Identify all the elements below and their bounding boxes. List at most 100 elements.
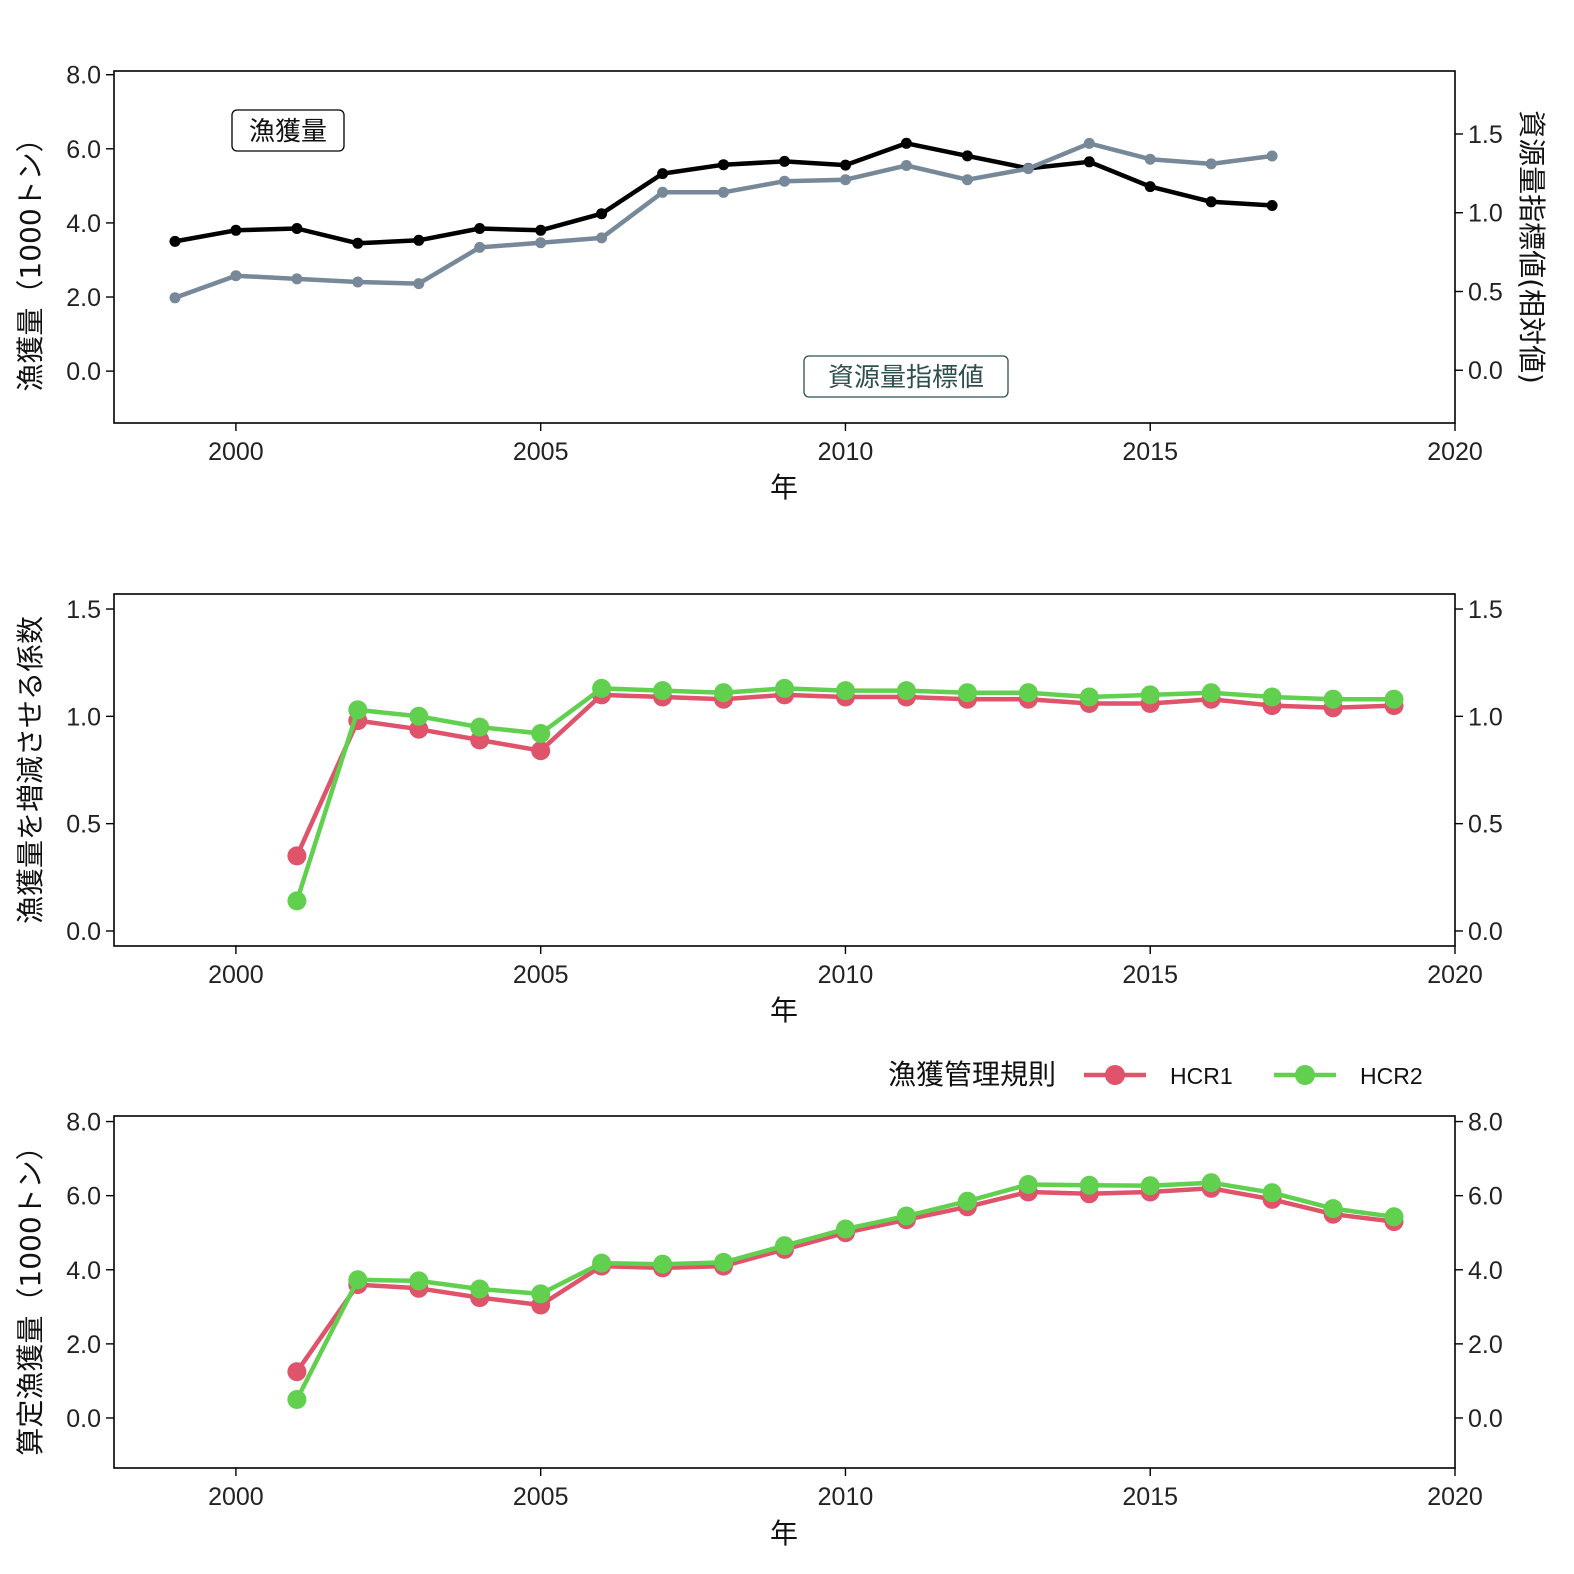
catch-annotation-text: 漁獲量 xyxy=(249,117,327,147)
data-point-hcr2 xyxy=(1384,1207,1404,1227)
data-point-index xyxy=(1144,153,1156,165)
data-point-catch xyxy=(596,208,608,220)
x-tick-label: 2010 xyxy=(818,1483,874,1511)
data-point-hcr2 xyxy=(287,1390,307,1409)
panel1-y-axis-title: 漁獲量（1000トン） xyxy=(14,124,47,391)
data-point-index xyxy=(779,175,790,187)
x-tick-label: 2015 xyxy=(1122,438,1178,466)
right-y-tick-label: 6.0 xyxy=(1468,1183,1503,1211)
data-point-hcr2 xyxy=(714,683,733,703)
data-point-index xyxy=(1083,137,1095,149)
right-y-tick-label: 1.5 xyxy=(1468,121,1503,149)
data-point-hcr2 xyxy=(1262,1183,1282,1203)
x-tick-label: 2000 xyxy=(208,1483,264,1511)
x-tick-label: 2020 xyxy=(1427,1483,1483,1511)
panel1-frame xyxy=(113,70,1456,424)
data-point-hcr2 xyxy=(1201,1173,1221,1193)
data-point-hcr2 xyxy=(1384,689,1404,709)
x-tick-label: 2015 xyxy=(1122,1483,1178,1511)
data-point-catch xyxy=(1144,181,1156,193)
data-point-index xyxy=(657,186,669,198)
panel2-x-axis-title: 年 xyxy=(770,994,798,1027)
data-point-catch xyxy=(657,168,669,180)
right-y-tick-label: 0.5 xyxy=(1468,811,1503,839)
legend-item-hcr1: HCR1 xyxy=(1084,1063,1233,1089)
y-tick-label: 2.0 xyxy=(66,284,101,312)
panel-coefficient: 2000 2005 2010 2015 2020 0.0 0.5 1.0 1.5 0.0 0.5 1.… xyxy=(14,593,1503,1027)
x-tick-label: 2000 xyxy=(208,438,264,466)
data-point-hcr2 xyxy=(836,681,855,701)
x-tick-label: 2015 xyxy=(1122,961,1178,989)
legend-hcr2-label: HCR2 xyxy=(1360,1063,1423,1089)
right-y-tick-label: 0.0 xyxy=(1468,357,1503,385)
panel1-y2-axis-title: 資源量指標値(相対値) xyxy=(1515,110,1548,384)
legend-hcr1-label: HCR1 xyxy=(1170,1063,1233,1089)
data-point-index xyxy=(900,160,912,171)
data-point-hcr2 xyxy=(1323,689,1343,709)
right-y-tick-label: 1.0 xyxy=(1468,200,1503,228)
data-point-catch xyxy=(169,235,181,247)
series-line-hcr1 xyxy=(295,1186,1395,1373)
series-line-hcr2 xyxy=(294,686,1394,902)
data-point-hcr2 xyxy=(1079,687,1099,707)
data-point-catch xyxy=(352,237,364,249)
legend-title: 漁獲管理規則 xyxy=(888,1058,1056,1091)
panel2-y-axis-title: 漁獲量を増減させる係数 xyxy=(14,616,47,924)
data-point-hcr2 xyxy=(348,1270,368,1290)
data-point-hcr2 xyxy=(1201,683,1221,703)
right-y-tick-label: 0.0 xyxy=(1468,918,1503,946)
data-point-catch xyxy=(474,223,486,234)
y-tick-label: 1.0 xyxy=(66,703,101,731)
x-tick-label: 2005 xyxy=(513,1483,569,1511)
y-tick-label: 8.0 xyxy=(66,1109,101,1137)
data-point-index xyxy=(718,186,729,198)
x-tick-label: 2010 xyxy=(818,438,874,466)
y-tick-label: 4.0 xyxy=(66,210,101,238)
catch-annotation-box xyxy=(231,109,345,152)
y-tick-label: 0.5 xyxy=(66,811,101,839)
catch-annotation: 漁獲量 xyxy=(231,109,345,152)
data-point-hcr2 xyxy=(409,1271,429,1291)
panel1-ticks: 2000 2005 2010 2015 2020 0.0 2.0 4.0 6.0 8.0 0.0 0.… xyxy=(66,62,1503,466)
data-point-index xyxy=(596,232,608,244)
data-point-catch xyxy=(413,234,425,246)
data-point-hcr2 xyxy=(348,700,368,720)
legend: 漁獲管理規則 HCR1 HCR2 xyxy=(888,1058,1423,1091)
data-point-index xyxy=(230,270,242,282)
right-y-tick-label: 1.0 xyxy=(1468,703,1503,731)
panel2-ticks: 2000 2005 2010 2015 2020 0.0 0.5 1.0 1.5 0.0 0.5 1.… xyxy=(66,596,1503,989)
data-point-catch xyxy=(1083,156,1095,168)
data-point-hcr2 xyxy=(1018,683,1038,703)
y-tick-label: 8.0 xyxy=(66,62,101,90)
panel2-series xyxy=(287,678,1404,911)
series-line-hcr1 xyxy=(294,692,1395,857)
data-point-catch xyxy=(718,159,729,171)
index-annotation-box xyxy=(803,355,1009,398)
x-tick-label: 2020 xyxy=(1427,438,1483,466)
data-point-catch xyxy=(961,150,973,162)
x-tick-label: 2010 xyxy=(818,961,874,989)
x-tick-label: 2020 xyxy=(1427,961,1483,989)
y-tick-label: 6.0 xyxy=(66,136,101,164)
legend-hcr2-marker xyxy=(1295,1065,1315,1085)
data-point-index xyxy=(1266,150,1278,162)
data-point-hcr2 xyxy=(470,717,490,737)
data-point-hcr1 xyxy=(531,741,551,761)
data-point-catch xyxy=(900,137,912,149)
panel3-x-axis-title: 年 xyxy=(770,1517,798,1550)
data-point-hcr2 xyxy=(1079,1175,1099,1195)
y-tick-label: 1.5 xyxy=(66,596,101,624)
data-point-hcr2 xyxy=(470,1279,490,1299)
right-y-tick-label: 8.0 xyxy=(1468,1109,1503,1137)
data-point-hcr2 xyxy=(653,681,673,701)
right-y-tick-label: 0.5 xyxy=(1468,278,1503,306)
data-point-index xyxy=(169,292,181,304)
data-point-hcr2 xyxy=(409,706,429,726)
y-tick-label: 0.0 xyxy=(66,1405,101,1433)
panel3-series xyxy=(287,1173,1404,1409)
index-annotation: 資源量指標値 xyxy=(803,355,1009,398)
data-point-hcr1 xyxy=(287,846,307,866)
data-point-catch xyxy=(779,155,790,167)
data-point-hcr2 xyxy=(836,1219,855,1239)
